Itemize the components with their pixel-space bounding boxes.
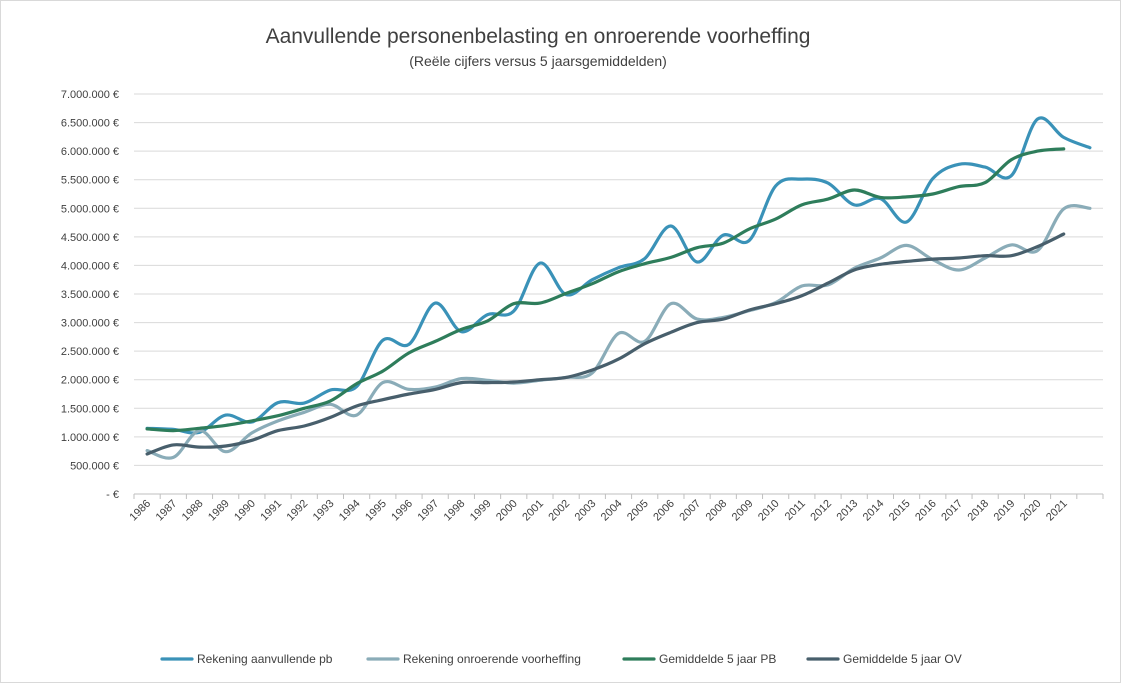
x-tick-label: 2009 <box>730 498 756 524</box>
x-tick-label: 2012 <box>808 498 834 524</box>
y-tick-label: 1.000.000 € <box>61 432 119 444</box>
y-tick-label: 2.000.000 € <box>61 375 119 387</box>
x-tick-label: 2004 <box>599 498 625 524</box>
x-tick-label: 2013 <box>835 498 861 524</box>
y-tick-label: 5.500.000 € <box>61 175 119 187</box>
legend: Rekening aanvullende pb Rekening onroeren… <box>160 652 962 666</box>
x-tick-label: 1991 <box>258 498 284 524</box>
x-tick-label: 2008 <box>704 498 730 524</box>
y-tick-label: 7.000.000 € <box>61 89 119 101</box>
x-tick-label: 1986 <box>127 498 153 524</box>
x-tick-label: 1989 <box>206 498 232 524</box>
x-tick-label: 1996 <box>389 498 415 524</box>
x-tick-label: 2021 <box>1044 498 1070 524</box>
x-tick-label: 2002 <box>546 498 572 524</box>
legend-label: Rekening onroerende voorheffing <box>403 652 581 666</box>
x-tick-label: 1987 <box>154 498 180 524</box>
gridlines <box>134 93 1103 495</box>
x-tick-label: 2000 <box>494 498 520 524</box>
y-axis-ticks: - € 500.000 € 1.000.000 € 1.500.000 € 2.000.… <box>61 89 119 501</box>
x-tick-label: 2007 <box>677 498 703 524</box>
y-tick-label: 500.000 € <box>70 460 119 472</box>
series-lines <box>145 116 1092 460</box>
y-tick-label: 4.500.000 € <box>61 232 119 244</box>
series-line-gemiddelde-5-jaar-ov <box>145 232 1066 456</box>
x-tick-label: 2014 <box>861 498 887 524</box>
legend-label: Gemiddelde 5 jaar PB <box>659 652 776 666</box>
y-tick-label: 4.000.000 € <box>61 260 119 272</box>
x-tick-label: 1995 <box>363 498 389 524</box>
x-tick-label: 2006 <box>651 498 677 524</box>
x-tick-label: 1990 <box>232 498 258 524</box>
x-tick-label: 2010 <box>756 498 782 524</box>
y-tick-label: - € <box>106 489 119 501</box>
y-tick-label: 6.000.000 € <box>61 146 119 158</box>
series-line-rekening-onroerende-voorheffing <box>145 204 1092 460</box>
x-tick-label: 1997 <box>415 498 441 524</box>
chart-title: Aanvullende personenbelasting en onroere… <box>266 25 811 48</box>
x-tick-label: 2015 <box>887 498 913 524</box>
x-tick-label: 1998 <box>442 498 468 524</box>
x-tick-label: 2020 <box>1018 498 1044 524</box>
y-tick-label: 3.000.000 € <box>61 318 119 330</box>
legend-label: Gemiddelde 5 jaar OV <box>843 652 962 666</box>
x-tick-label: 2017 <box>939 498 965 524</box>
x-tick-label: 1988 <box>180 498 206 524</box>
x-tick-label: 2016 <box>913 498 939 524</box>
chart-subtitle: (Reële cijfers versus 5 jaarsgemiddelden… <box>409 53 667 69</box>
x-axis-ticks: 1986 1987 1988 1989 1990 1991 1992 1993 1994 1995… <box>127 494 1104 524</box>
x-tick-label: 1993 <box>311 498 337 524</box>
y-tick-label: 6.500.000 € <box>61 118 119 130</box>
x-tick-label: 2019 <box>992 498 1018 524</box>
x-tick-label: 1999 <box>468 498 494 524</box>
x-tick-label: 2005 <box>625 498 651 524</box>
x-tick-label: 2011 <box>783 498 808 523</box>
series-line-gemiddelde-5-jaar-pb <box>145 147 1066 433</box>
y-tick-label: 5.000.000 € <box>61 203 119 215</box>
x-tick-label: 2018 <box>965 498 991 524</box>
y-tick-label: 2.500.000 € <box>61 346 119 358</box>
y-tick-label: 1.500.000 € <box>61 403 119 415</box>
x-tick-label: 2001 <box>520 498 546 524</box>
y-tick-label: 3.500.000 € <box>61 289 119 301</box>
x-tick-label: 2003 <box>573 498 599 524</box>
x-tick-label: 1994 <box>337 498 363 524</box>
legend-label: Rekening aanvullende pb <box>197 652 333 666</box>
series-line-rekening-aanvullende-pb <box>145 116 1092 435</box>
x-tick-label: 1992 <box>285 498 311 524</box>
